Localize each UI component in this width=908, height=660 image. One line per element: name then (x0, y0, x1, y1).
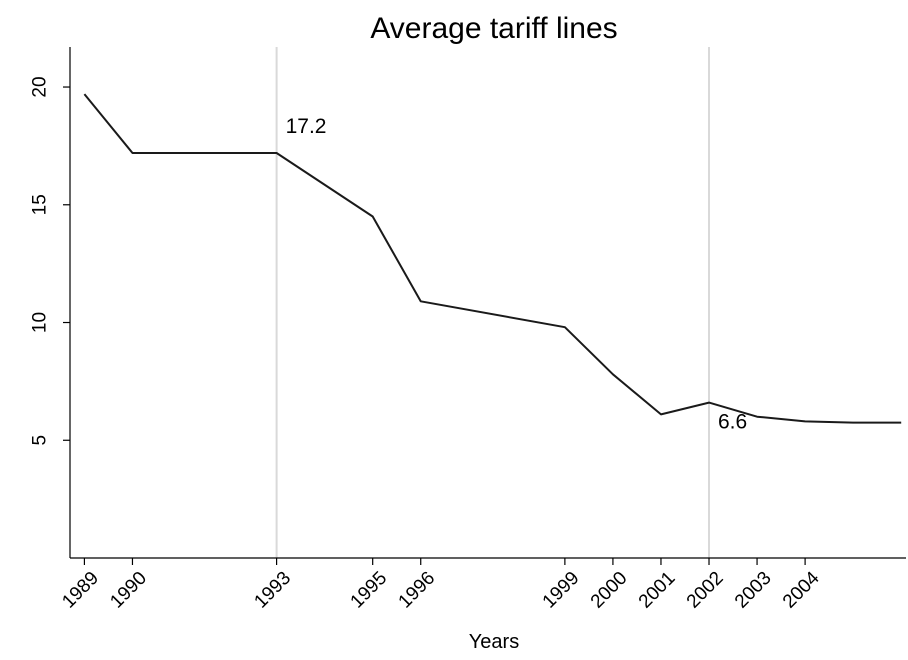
x-tick-label-1999: 1999 (539, 568, 584, 613)
y-tick-label-5: 5 (30, 435, 51, 446)
y-tick-label-15: 15 (30, 194, 51, 215)
chart-title: Average tariff lines (370, 12, 617, 45)
x-tick-label-1989: 1989 (58, 568, 103, 613)
series-layer (83, 93, 902, 424)
x-tick-label-1995: 1995 (347, 568, 392, 613)
x-tick-label-2001: 2001 (635, 568, 680, 613)
x-tick-label-1993: 1993 (250, 568, 295, 613)
x-tick-label-2004: 2004 (779, 567, 824, 612)
reference-lines (275, 47, 711, 558)
annotation-1: 6.6 (718, 411, 747, 434)
x-tick-label-1990: 1990 (106, 568, 151, 613)
x-axis-title: Years (469, 631, 519, 653)
labels-layer: Average tariff lines Years 17.2 6.6 (286, 12, 748, 653)
y-tick-label-20: 20 (30, 76, 51, 97)
annotation-0: 17.2 (286, 115, 327, 138)
x-tick-label-2000: 2000 (587, 568, 632, 613)
y-tick-label-10: 10 (30, 312, 51, 333)
x-tick-label-2003: 2003 (731, 568, 776, 613)
x-tick-label-1996: 1996 (395, 568, 440, 613)
series-line-0 (83, 93, 902, 424)
x-tick-label-2002: 2002 (683, 568, 728, 613)
